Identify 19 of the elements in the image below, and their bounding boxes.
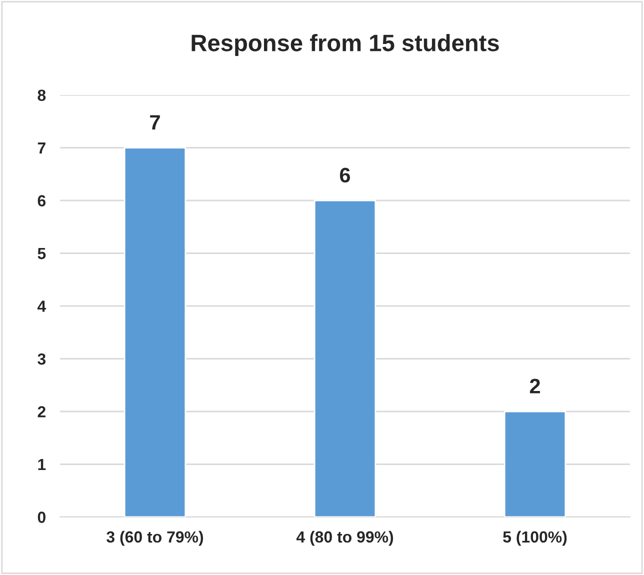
y-tick-label: 1 xyxy=(38,459,46,470)
y-tick-label: 2 xyxy=(38,406,46,418)
y-tick-label: 3 xyxy=(38,353,46,365)
data-label: 6 xyxy=(340,168,350,182)
bar xyxy=(124,147,186,517)
y-tick-label: 4 xyxy=(37,300,46,312)
data-label: 7 xyxy=(150,115,160,130)
x-tick-label: 3 (60 to 79%) xyxy=(106,530,204,546)
x-tick-label: 5 (100%) xyxy=(503,530,567,546)
bar xyxy=(504,410,566,517)
y-tick-label: 7 xyxy=(38,142,46,154)
y-tick-label: 5 xyxy=(38,248,46,260)
data-label: 2 xyxy=(530,378,540,394)
y-tick-label: 0 xyxy=(38,512,46,523)
x-tick-label: 4 (80 to 99%) xyxy=(296,530,394,546)
chart-title: Response from 15 students xyxy=(192,34,499,56)
bar xyxy=(314,200,376,517)
y-tick-label: 8 xyxy=(38,90,46,101)
y-tick-label: 6 xyxy=(38,195,46,206)
